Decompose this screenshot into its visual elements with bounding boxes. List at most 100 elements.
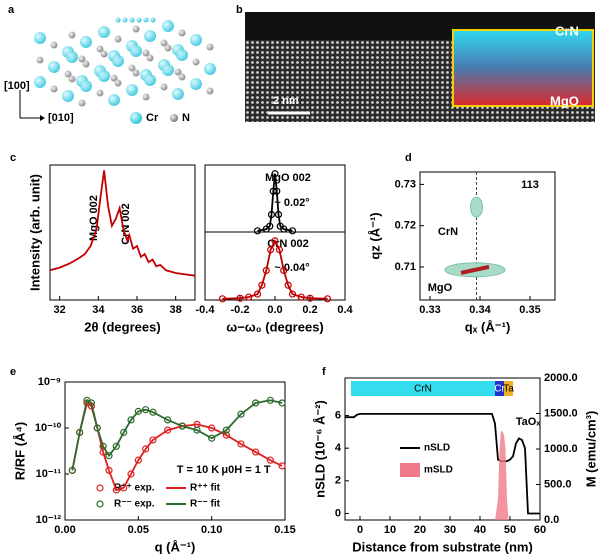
atom <box>190 34 202 46</box>
y-axis-title: qz (Å⁻¹) <box>367 212 382 259</box>
x-tick-label: 0.4 <box>337 304 353 316</box>
atom <box>50 41 58 49</box>
y-tick-label: 10⁻¹² <box>36 514 62 526</box>
axis-label: [100] <box>4 80 30 92</box>
atom <box>144 30 156 42</box>
data-point <box>271 237 279 245</box>
micrograph-panel: b CrN MgO 2 nm <box>236 4 595 122</box>
atom <box>190 78 202 90</box>
legend-swatch <box>96 484 104 492</box>
x-tick-label: 0.00 <box>54 524 75 536</box>
layer <box>504 381 513 396</box>
atom <box>178 73 186 81</box>
atom <box>80 36 92 48</box>
y-tick-label: 10⁻⁹ <box>38 376 61 388</box>
x-tick-label: 0.15 <box>274 524 295 536</box>
atom <box>82 60 90 68</box>
atom <box>114 79 122 87</box>
y2-tick-label: 500.0 <box>544 478 572 490</box>
atom <box>142 49 150 57</box>
layer <box>351 381 495 396</box>
atom <box>192 58 200 66</box>
y-axis-title: R/RF (Å⁴) <box>12 422 27 480</box>
layer-label: Ta <box>503 384 514 395</box>
atom <box>164 44 172 52</box>
atom <box>64 70 72 78</box>
legend-label: R⁻⁻ exp. <box>114 499 155 510</box>
data-point <box>149 436 157 444</box>
annotation: 113 <box>521 179 539 191</box>
data-point <box>222 431 230 439</box>
line <box>49 170 196 277</box>
data-point <box>278 462 286 470</box>
x-tick-label: 34 <box>92 304 105 316</box>
atom <box>48 61 60 73</box>
atom <box>176 49 188 61</box>
atom <box>204 63 216 75</box>
chart-3: d 0.33 0.34 0.35 0.71 0.72 0.73 qₓ (Å⁻¹) qz (Å⁻¹… <box>367 152 556 334</box>
y2-tick-label: 0.0 <box>544 514 559 526</box>
legend-label: mSLD <box>424 465 453 476</box>
atom <box>206 87 214 95</box>
data-point <box>105 452 113 460</box>
legend-swatch <box>400 463 420 477</box>
axis-label: [010] <box>48 112 74 124</box>
atom <box>144 74 156 86</box>
legend-atom <box>170 114 178 122</box>
data-point <box>142 445 150 453</box>
atom <box>178 29 186 37</box>
atom <box>146 54 154 62</box>
atom <box>172 88 184 100</box>
y-tick-label: 6 <box>335 409 341 421</box>
data-point <box>120 428 128 437</box>
atom <box>50 85 58 93</box>
atom <box>34 76 46 88</box>
x-tick-label: 60 <box>534 524 546 536</box>
y-tick-label: 0 <box>335 507 341 519</box>
chart-2: -0.4 -0.2 0.0 0.2 0.4ω−ω₀ (degrees)CrN 002~ … <box>196 231 354 334</box>
atom <box>80 80 92 92</box>
y-tick-label: 10⁻¹⁰ <box>35 422 62 434</box>
y-tick-label: 10⁻¹¹ <box>36 468 62 480</box>
data-point <box>252 448 260 456</box>
legend-label: R⁺⁺ exp. <box>114 483 155 494</box>
layer-label: MgO <box>550 93 579 108</box>
atom <box>132 69 140 77</box>
legend-label: nSLD <box>424 443 450 454</box>
x-tick-label: 30 <box>444 524 456 536</box>
atom <box>150 17 156 23</box>
atom <box>132 25 140 33</box>
atom <box>62 90 74 102</box>
data-point <box>208 434 216 442</box>
panel-label: c <box>10 152 16 164</box>
annotation: ~ 0.04° <box>274 262 309 274</box>
annotation: TaOₓ <box>516 416 542 428</box>
atom <box>66 51 78 63</box>
atom <box>160 83 168 91</box>
panel-label: d <box>405 152 412 164</box>
atom <box>122 17 128 23</box>
line <box>71 398 283 471</box>
atom <box>160 39 168 47</box>
data-point <box>127 470 135 478</box>
atom <box>162 20 174 32</box>
atom <box>112 55 124 67</box>
y-tick-label: 4 <box>335 442 342 454</box>
x-axis-title: Distance from substrate (nm) <box>352 539 533 554</box>
x-tick-label: 0.05 <box>128 524 149 536</box>
atom <box>34 32 46 44</box>
x-tick-label: 10 <box>384 524 396 536</box>
atom <box>68 31 76 39</box>
legend-label: R⁺⁺ fit <box>190 483 221 494</box>
data-point <box>112 442 120 450</box>
x-tick-label: 0.0 <box>267 304 282 316</box>
x-tick-label: 0.35 <box>519 304 540 316</box>
y-tick-label: 0.71 <box>395 261 416 273</box>
data-point <box>164 416 172 424</box>
atom <box>98 26 110 38</box>
x-axis-title: ω−ω₀ (degrees) <box>226 319 324 334</box>
atom <box>130 45 142 57</box>
inset-map <box>452 29 594 107</box>
data-point <box>266 456 274 464</box>
